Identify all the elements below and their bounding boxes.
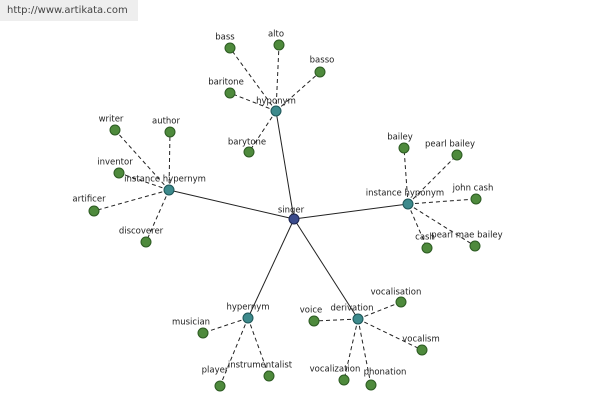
- leaf-node: [214, 380, 226, 392]
- hub-node: [352, 313, 364, 325]
- center-edge: [275, 110, 295, 220]
- leaf-node: [451, 149, 463, 161]
- leaf-label: barytone: [228, 138, 266, 148]
- leaf-edge: [229, 47, 277, 112]
- leaf-node: [308, 315, 320, 327]
- leaf-label: pearl mae bailey: [431, 231, 502, 241]
- leaf-label: instrumentalist: [228, 361, 293, 371]
- leaf-edge: [357, 301, 402, 320]
- leaf-label: bass: [215, 33, 235, 43]
- leaf-node: [164, 126, 176, 138]
- leaf-label: pearl bailey: [425, 140, 475, 150]
- leaf-label: writer: [99, 115, 124, 125]
- leaf-node: [140, 236, 152, 248]
- leaf-label: author: [152, 117, 181, 127]
- leaf-node: [470, 193, 482, 205]
- center-edge: [168, 189, 295, 220]
- leaf-node: [263, 370, 275, 382]
- leaf-edge: [403, 147, 409, 205]
- leaf-label: john cash: [452, 184, 494, 194]
- leaf-edge: [229, 92, 277, 112]
- leaf-label: discoverer: [119, 227, 164, 237]
- leaf-edge: [168, 131, 171, 191]
- leaf-edge: [247, 317, 270, 377]
- leaf-node: [398, 142, 410, 154]
- leaf-label: player: [202, 366, 229, 376]
- leaf-label: artificer: [72, 195, 106, 205]
- watermark: http://www.artikata.com: [0, 0, 138, 21]
- leaf-label: bailey: [387, 133, 413, 143]
- leaf-label: alto: [268, 30, 284, 40]
- leaf-node: [113, 167, 125, 179]
- leaf-label: voice: [300, 306, 323, 316]
- leaf-node: [88, 205, 100, 217]
- leaf-node: [243, 146, 255, 158]
- leaf-edge: [118, 172, 170, 191]
- leaf-node: [395, 296, 407, 308]
- hub-node: [163, 184, 175, 196]
- leaf-label: vocalisation: [371, 288, 422, 298]
- leaf-edge: [407, 203, 476, 247]
- leaf-edge: [313, 318, 359, 322]
- hub-node: [270, 105, 282, 117]
- hub-label: hypernym: [226, 303, 269, 313]
- center-edge: [293, 203, 409, 220]
- leaf-node: [421, 242, 433, 254]
- hub-label: derivation: [330, 304, 373, 314]
- leaf-label: inventor: [97, 158, 133, 168]
- leaf-edge: [407, 203, 428, 249]
- hub-label: hyponym: [256, 97, 296, 107]
- leaf-node: [197, 327, 209, 339]
- leaf-node: [469, 240, 481, 252]
- leaf-node: [224, 42, 236, 54]
- leaf-node: [365, 379, 377, 391]
- leaf-edge: [357, 318, 423, 351]
- leaf-node: [338, 374, 350, 386]
- leaf-label: vocalization: [310, 365, 361, 375]
- leaf-edge: [202, 317, 249, 334]
- center-edge: [293, 218, 359, 320]
- leaf-label: baritone: [208, 78, 244, 88]
- leaf-node: [416, 344, 428, 356]
- center-edge: [247, 218, 295, 319]
- leaf-edge: [343, 318, 359, 381]
- leaf-node: [109, 124, 121, 136]
- hub-label: instance hyponym: [366, 189, 444, 199]
- leaf-edge: [407, 198, 477, 205]
- leaf-label: cash: [415, 233, 435, 243]
- leaf-label: basso: [310, 56, 335, 66]
- leaf-edge: [248, 110, 277, 153]
- hub-label: instance hypernym: [124, 175, 206, 185]
- leaf-edge: [93, 189, 170, 212]
- leaf-edge: [219, 317, 249, 387]
- leaf-edge: [407, 154, 458, 205]
- leaf-edge: [145, 189, 170, 243]
- hub-node: [402, 198, 414, 210]
- leaf-node: [273, 39, 285, 51]
- leaf-node: [224, 87, 236, 99]
- leaf-edge: [357, 318, 372, 386]
- center-label: singer: [278, 206, 305, 216]
- leaf-label: phonation: [364, 368, 407, 378]
- center-node: [288, 213, 300, 225]
- hub-node: [242, 312, 254, 324]
- leaf-label: vocalism: [402, 335, 440, 345]
- leaf-edge: [275, 71, 321, 112]
- leaf-label: musician: [172, 318, 210, 328]
- leaf-node: [314, 66, 326, 78]
